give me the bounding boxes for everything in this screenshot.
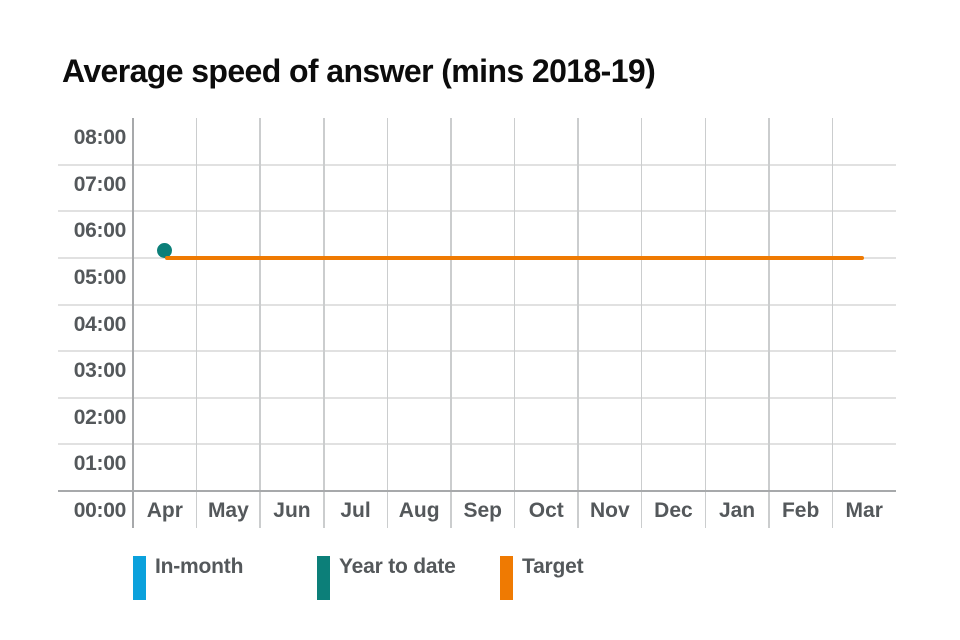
gridline-vertical <box>640 118 643 528</box>
y-axis-tick-label: 08:00 <box>73 126 127 149</box>
x-axis-month-label: May <box>207 499 249 522</box>
legend-label: In-month <box>155 555 244 578</box>
gridline-vertical <box>768 118 770 528</box>
chart-title: Average speed of answer (mins 2018-19) <box>62 53 656 89</box>
y-axis-tick-label: 03:00 <box>73 359 127 383</box>
legend-label: Year to date <box>339 555 456 578</box>
y-axis-tick-label: 07:00 <box>73 172 127 196</box>
x-axis-month-label: Aug <box>398 499 440 522</box>
y-axis-tick-label: 04:00 <box>73 312 127 336</box>
gridline-horizontal <box>58 350 896 353</box>
gridline-horizontal <box>58 443 896 446</box>
y-axis-tick-label: 06:00 <box>73 219 127 243</box>
legend-swatch-in-month <box>133 556 146 600</box>
x-axis-month-label: Sep <box>463 499 502 522</box>
year-to-date-point <box>157 243 173 259</box>
gridline-horizontal <box>58 163 896 166</box>
x-axis-month-label: Oct <box>528 499 564 522</box>
x-axis-month-label: Jul <box>340 499 371 522</box>
legend-label: Target <box>522 555 584 578</box>
gridline-vertical <box>323 118 325 528</box>
gridline-vertical <box>259 118 261 528</box>
gridline-horizontal <box>58 303 896 306</box>
y-axis-tick-label: 02:00 <box>73 405 127 429</box>
x-axis-month-label: Mar <box>845 499 883 522</box>
gridline-vertical <box>577 118 579 528</box>
x-axis-month-label: Jan <box>718 499 756 522</box>
x-axis-line <box>58 489 896 493</box>
target-line <box>164 255 865 260</box>
x-axis-month-label: Apr <box>146 499 183 522</box>
y-axis-tick-label: 05:00 <box>73 265 127 289</box>
gridline-vertical <box>831 118 834 528</box>
x-axis-month-label: Jun <box>273 499 311 522</box>
gridline-vertical <box>386 118 389 528</box>
y-axis-tick-label: 01:00 <box>73 452 127 476</box>
gridline-horizontal <box>58 210 896 213</box>
gridline-vertical <box>704 118 706 528</box>
gridline-vertical <box>513 118 516 528</box>
gridline-vertical <box>450 118 452 528</box>
y-axis-tick-label: 00:00 <box>73 499 127 522</box>
legend-swatch-year-to-date <box>317 556 330 600</box>
legend-swatch-target <box>500 556 513 600</box>
y-axis-line <box>131 118 135 528</box>
gridline-horizontal <box>58 396 896 399</box>
x-axis-month-label: Dec <box>654 499 693 522</box>
gridline-vertical <box>195 118 198 528</box>
x-axis-month-label: Feb <box>781 499 820 522</box>
x-axis-month-label: Nov <box>590 499 630 522</box>
